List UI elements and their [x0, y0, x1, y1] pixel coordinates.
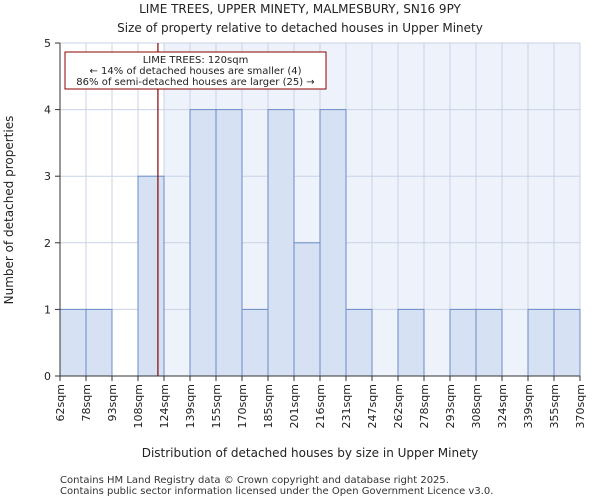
annotation-border	[64, 51, 327, 90]
x-axis-label: Distribution of detached houses by size …	[142, 446, 479, 460]
x-tick-label-108sqm: 108sqm	[132, 384, 145, 428]
x-tick-label-170sqm: 170sqm	[236, 384, 249, 428]
bar-201sqm	[293, 242, 321, 377]
x-tick-label-262sqm: 262sqm	[392, 384, 405, 428]
x-tick-label-93sqm: 93sqm	[106, 384, 119, 421]
annotation-line-1: LIME TREES: 120sqm	[143, 55, 249, 66]
chart-subtitle: Size of property relative to detached ho…	[117, 21, 483, 35]
x-tick-label-324sqm: 324sqm	[496, 384, 509, 428]
y-tick-label: 4	[44, 104, 51, 117]
annotation-box: LIME TREES: 120sqm ← 14% of detached hou…	[64, 51, 327, 90]
annotation-line-3: 86% of semi-detached houses are larger (…	[76, 77, 314, 88]
bar-262sqm	[397, 308, 425, 377]
x-tick-label-308sqm: 308sqm	[470, 384, 483, 428]
annotation-line-2: ← 14% of detached houses are smaller (4)	[90, 66, 302, 77]
y-tick-label: 5	[44, 37, 51, 50]
bar-355sqm	[553, 308, 581, 377]
bar-170sqm	[241, 308, 269, 377]
y-tick-label: 0	[44, 370, 51, 383]
bar-216sqm	[319, 109, 347, 377]
x-tick-label-247sqm: 247sqm	[366, 384, 379, 428]
bar-308sqm	[475, 308, 503, 377]
bar-231sqm	[345, 308, 373, 377]
y-axis-label: Number of detached properties	[2, 116, 16, 305]
x-tick-label-278sqm: 278sqm	[418, 384, 431, 428]
bar-339sqm	[527, 308, 555, 377]
x-tick-label-155sqm: 155sqm	[210, 384, 223, 428]
x-tick-label-355sqm: 355sqm	[548, 384, 561, 428]
x-tick-label-216sqm: 216sqm	[314, 384, 327, 428]
bar-139sqm	[189, 109, 217, 377]
y-tick-label: 2	[44, 237, 51, 250]
x-tick-label-231sqm: 231sqm	[340, 384, 353, 428]
y-axis-ticks: 0 1 2 3 4 5	[44, 37, 60, 383]
bar-108sqm	[137, 175, 165, 377]
bar-185sqm	[267, 109, 295, 377]
x-tick-label-370sqm: 370sqm	[574, 384, 587, 428]
footer-line-1: Contains HM Land Registry data © Crown c…	[60, 475, 449, 486]
x-tick-label-62sqm: 62sqm	[54, 384, 67, 421]
y-tick-label: 3	[44, 170, 51, 183]
footer-line-2: Contains public sector information licen…	[60, 486, 493, 497]
x-tick-label-78sqm: 78sqm	[80, 384, 93, 421]
x-axis-ticks: 62sqm 78sqm 93sqm 108sqm 124sqm 139sqm 155sqm 1…	[54, 376, 587, 428]
x-tick-label-293sqm: 293sqm	[444, 384, 457, 428]
bar-62sqm	[59, 308, 87, 377]
bar-293sqm	[449, 308, 477, 377]
x-tick-label-139sqm: 139sqm	[184, 384, 197, 428]
bar-155sqm	[215, 109, 243, 377]
y-tick-label: 1	[44, 303, 51, 316]
bar-78sqm	[85, 308, 113, 377]
x-tick-label-201sqm: 201sqm	[288, 384, 301, 428]
x-tick-label-185sqm: 185sqm	[262, 384, 275, 428]
x-tick-label-339sqm: 339sqm	[522, 384, 535, 428]
chart-title: LIME TREES, UPPER MINETY, MALMESBURY, SN…	[139, 2, 461, 16]
x-tick-label-124sqm: 124sqm	[158, 384, 171, 428]
